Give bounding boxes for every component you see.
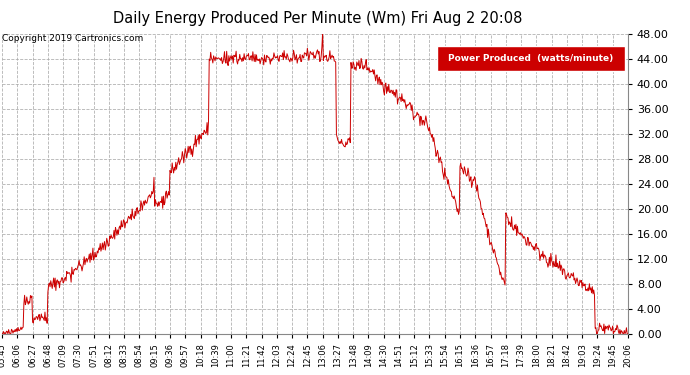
FancyBboxPatch shape	[437, 46, 624, 71]
Text: Copyright 2019 Cartronics.com: Copyright 2019 Cartronics.com	[2, 34, 144, 43]
Text: Daily Energy Produced Per Minute (Wm) Fri Aug 2 20:08: Daily Energy Produced Per Minute (Wm) Fr…	[112, 11, 522, 26]
Text: Power Produced  (watts/minute): Power Produced (watts/minute)	[448, 54, 613, 63]
